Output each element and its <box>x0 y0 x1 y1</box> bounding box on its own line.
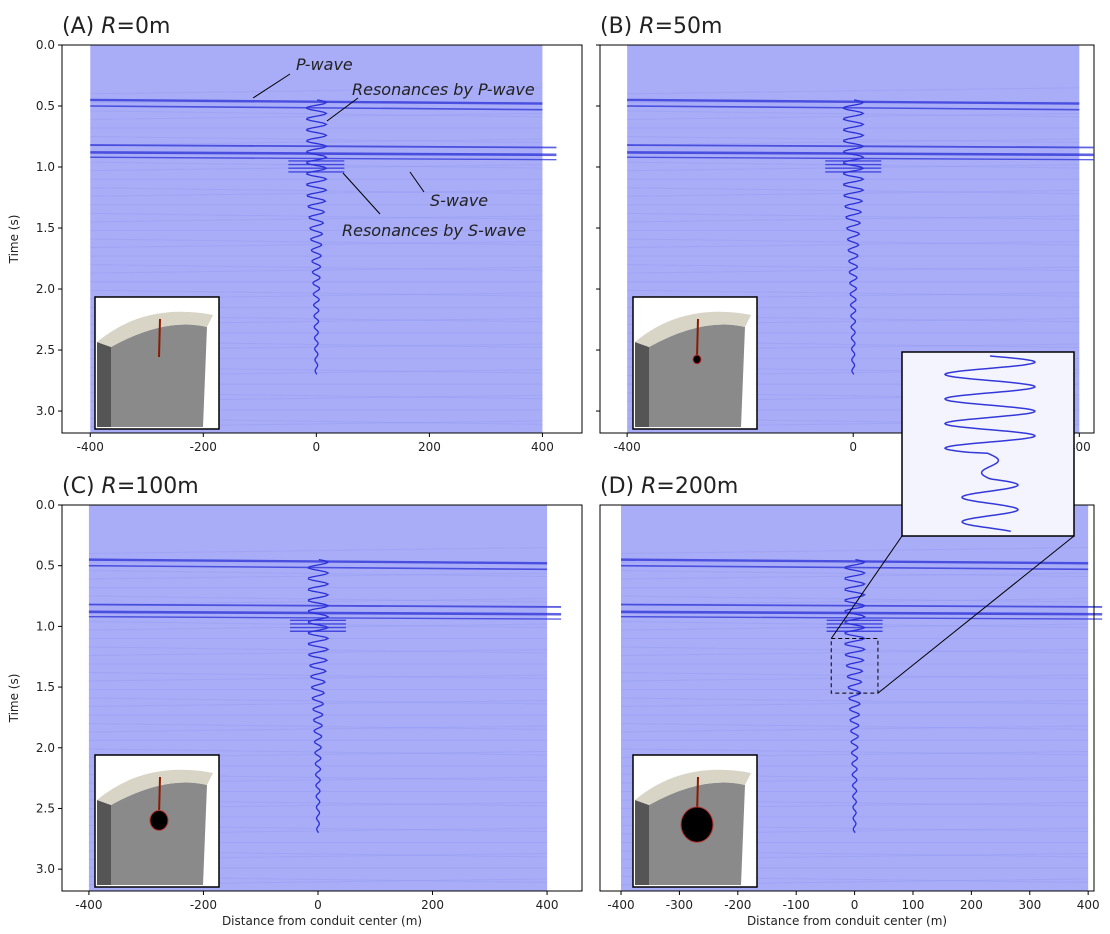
x-tick-label: -400 <box>614 440 641 454</box>
y-tick-label: 0.5 <box>36 559 55 573</box>
conduit <box>697 319 698 357</box>
panel-title: (D) R=200m <box>600 474 738 499</box>
x-tick-label: -400 <box>77 440 104 454</box>
x-tick-label: 0 <box>851 898 859 912</box>
panel-letter: (A) <box>62 14 94 39</box>
title-variable: R <box>102 474 117 499</box>
title-value: =100m <box>117 474 199 499</box>
x-tick-label: -300 <box>666 898 693 912</box>
model-side <box>635 800 649 885</box>
y-tick-label: 0.5 <box>36 99 55 113</box>
panel-title: (A) R=0m <box>62 14 170 39</box>
model-inset <box>95 297 219 429</box>
cavity <box>150 811 168 831</box>
annotation: Resonances by P-wave <box>352 80 535 99</box>
x-tick-label: -400 <box>607 898 634 912</box>
y-tick-label: 2.0 <box>36 282 55 296</box>
zoom-inset <box>902 352 1074 536</box>
title-value: =200m <box>656 474 738 499</box>
x-tick-label: 200 <box>421 898 444 912</box>
x-tick-label: 400 <box>536 898 559 912</box>
title-value: =0m <box>117 14 171 39</box>
x-tick-label: 100 <box>902 898 925 912</box>
x-tick-label: -200 <box>724 898 751 912</box>
y-tick-label: 1.5 <box>36 680 55 694</box>
y-tick-label: 0.0 <box>36 38 55 52</box>
x-tick-label: 300 <box>1018 898 1041 912</box>
panel-letter: (D) <box>600 474 634 499</box>
panel-letter: (B) <box>600 14 632 39</box>
y-tick-label: 0.0 <box>36 498 55 512</box>
panel: -400 -200 0 200 400 0.0 0.5 1.0 1.5 2.0 2.5 3.0 Dist… <box>7 474 582 928</box>
conduit <box>159 319 160 357</box>
panel: -400 -200 0 200 400 0.0 0.5 1.0 1.5 2.0 2.5 3.0 Time… <box>7 14 582 454</box>
y-axis-label: Time (s) <box>7 215 21 265</box>
x-tick-label: -200 <box>190 440 217 454</box>
y-tick-label: 2.5 <box>36 343 55 357</box>
x-axis-label: Distance from conduit center (m) <box>747 914 947 928</box>
y-tick-label: 1.0 <box>36 160 55 174</box>
model-side <box>635 342 649 427</box>
y-tick-label: 1.5 <box>36 221 55 235</box>
x-tick-label: 0 <box>313 440 321 454</box>
title-variable: R <box>641 474 656 499</box>
model-inset <box>633 755 757 887</box>
x-tick-label: 200 <box>960 898 983 912</box>
panel-title: (C) R=100m <box>62 474 199 499</box>
y-tick-label: 2.0 <box>36 741 55 755</box>
model-inset <box>95 755 219 887</box>
conduit <box>159 777 160 815</box>
model-side <box>97 342 111 427</box>
annotation: S-wave <box>430 191 488 210</box>
title-value: =50m <box>655 14 723 39</box>
panel-title: (B) R=50m <box>600 14 722 39</box>
y-tick-label: 3.0 <box>36 404 55 418</box>
x-tick-label: -100 <box>783 898 810 912</box>
title-variable: R <box>639 14 654 39</box>
x-axis-label: Distance from conduit center (m) <box>222 914 422 928</box>
y-tick-label: 2.5 <box>36 801 55 815</box>
panel-letter: (C) <box>62 474 95 499</box>
title-variable: R <box>101 14 116 39</box>
cavity <box>693 355 701 364</box>
y-tick-label: 1.0 <box>36 619 55 633</box>
y-axis-label: Time (s) <box>7 674 21 724</box>
x-tick-label: 0 <box>849 440 857 454</box>
annotation: Resonances by S-wave <box>342 221 526 240</box>
x-tick-label: 200 <box>418 440 441 454</box>
model-side <box>97 800 111 885</box>
y-tick-label: 3.0 <box>36 862 55 876</box>
x-tick-label: -400 <box>75 898 102 912</box>
annotation: P-wave <box>296 55 353 74</box>
x-tick-label: 400 <box>1077 898 1100 912</box>
cavity <box>681 807 713 842</box>
model-inset <box>633 297 757 429</box>
x-tick-label: 400 <box>531 440 554 454</box>
x-tick-label: 0 <box>314 898 322 912</box>
figure: -400 -200 0 200 400 0.0 0.5 1.0 1.5 2.0 2.5 3.0 Time… <box>0 0 1110 934</box>
x-tick-label: -200 <box>190 898 217 912</box>
